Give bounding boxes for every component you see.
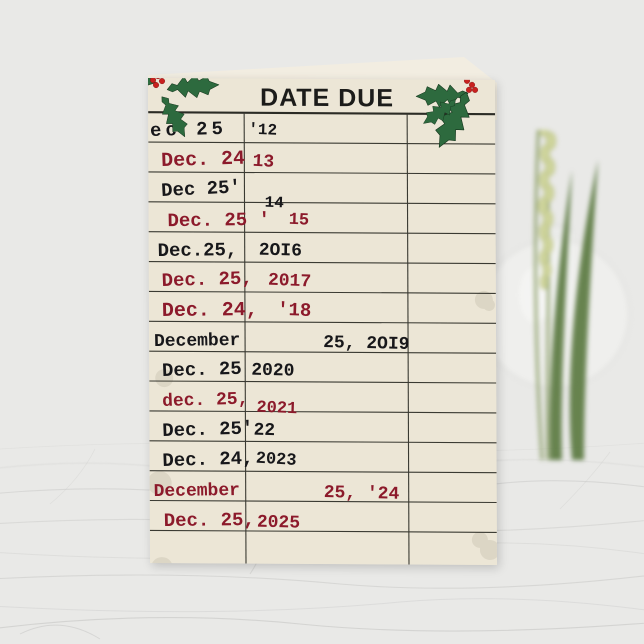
svg-text:Dec 25': Dec 25': [161, 176, 242, 202]
svg-text:22: 22: [253, 421, 275, 441]
svg-text:Dec. 25': Dec. 25': [162, 417, 254, 442]
svg-text:'12: '12: [248, 121, 277, 140]
svg-text:15: 15: [288, 211, 309, 231]
svg-text:25, '24: 25, '24: [324, 483, 400, 505]
svg-text:December: December: [154, 331, 241, 352]
svg-text:2OI6: 2OI6: [259, 241, 302, 262]
svg-text:13: 13: [252, 152, 275, 173]
svg-text:Dec. 24: Dec. 24: [161, 148, 246, 173]
svg-text:2023: 2023: [255, 450, 297, 471]
svg-text:Dec. 25,: Dec. 25,: [161, 267, 253, 292]
svg-text:Dec. 24,: Dec. 24,: [162, 299, 258, 323]
svg-text:'18: '18: [277, 299, 312, 322]
svg-text:ec 25: ec 25: [150, 118, 228, 142]
svg-text:Dec. 25 ': Dec. 25 ': [167, 209, 270, 232]
svg-text:2025: 2025: [257, 513, 300, 534]
svg-text:DATE DUE: DATE DUE: [260, 84, 394, 113]
svg-text:dec. 25,: dec. 25,: [162, 390, 249, 413]
svg-text:Dec. 24,: Dec. 24,: [162, 447, 254, 472]
svg-text:2021: 2021: [256, 399, 297, 420]
svg-text:December: December: [153, 481, 240, 502]
svg-text:2017: 2017: [268, 271, 312, 293]
svg-text:Dec. 25: Dec. 25: [162, 358, 243, 382]
svg-text:25, 2OI9: 25, 2OI9: [323, 333, 410, 355]
svg-text:2020: 2020: [251, 361, 294, 382]
svg-text:Dec. 25,: Dec. 25,: [164, 509, 256, 532]
svg-text:Dec.25,: Dec.25,: [157, 239, 237, 262]
